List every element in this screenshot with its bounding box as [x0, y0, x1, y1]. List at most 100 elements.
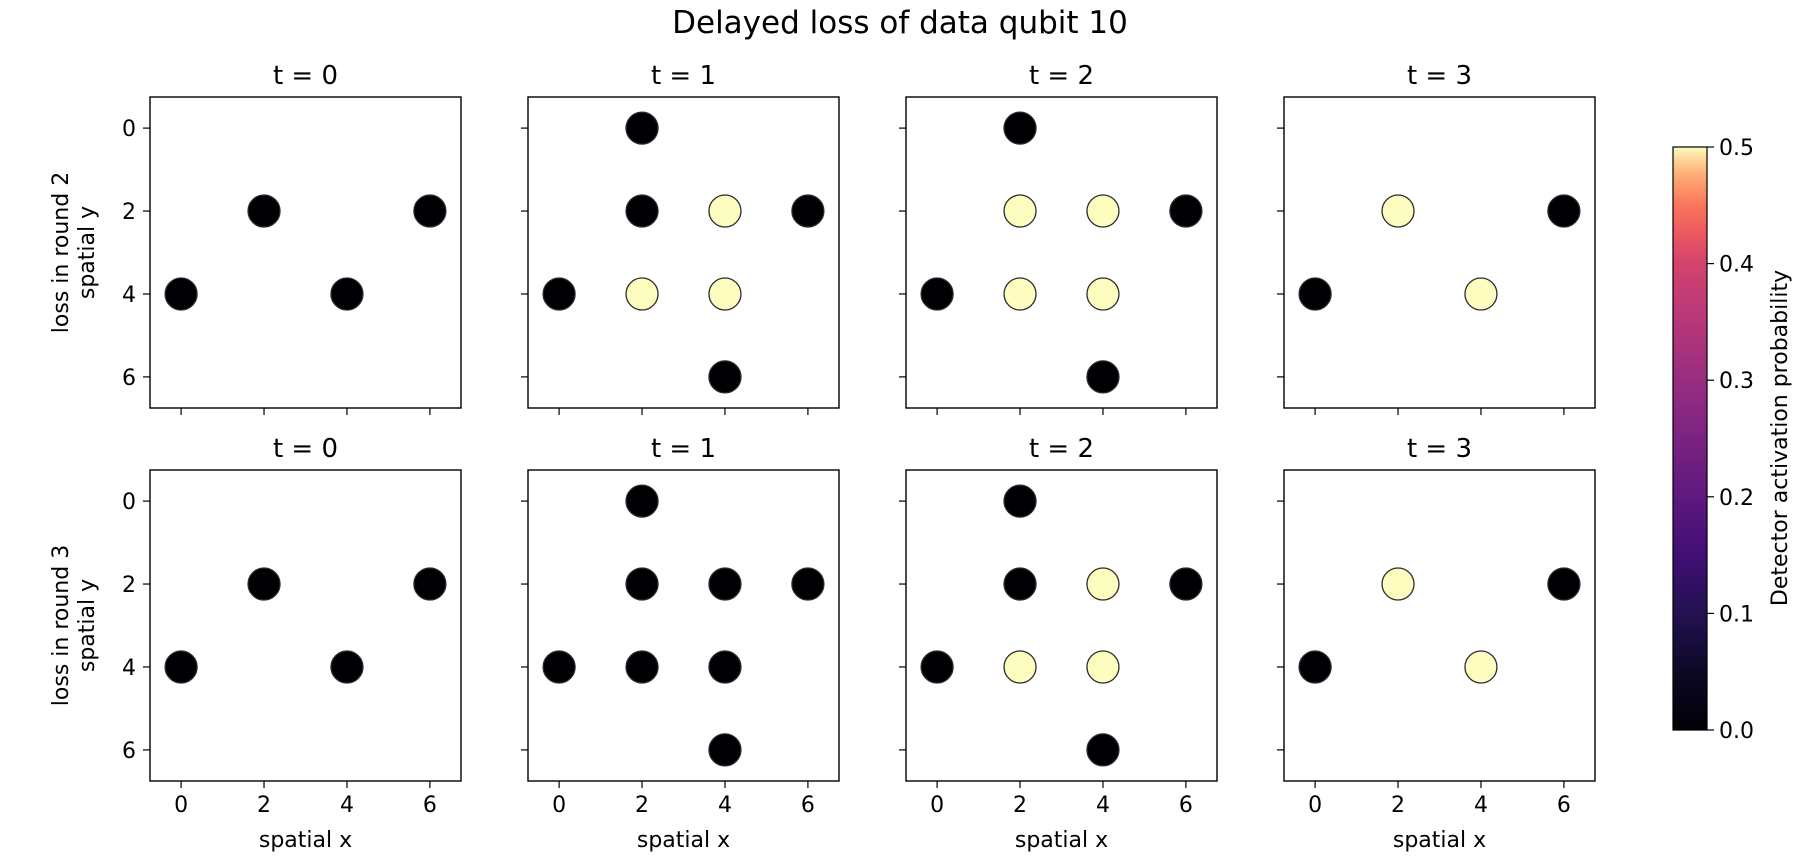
x-tick-label: 6 [1557, 793, 1571, 818]
axes-frame [149, 96, 462, 409]
detector-point [625, 277, 659, 311]
detector-point [1381, 567, 1415, 601]
detector-point [247, 567, 281, 601]
colorbar-tick-label: 0.0 [1719, 719, 1754, 744]
x-tick-label: 2 [257, 793, 271, 818]
x-tick-label: 0 [174, 793, 188, 818]
y-tick-label: 2 [122, 200, 136, 225]
panel-title: t = 3 [1407, 434, 1472, 464]
colorbar-tick-label: 0.3 [1719, 369, 1754, 394]
axes-frame [1283, 469, 1596, 782]
detector-point [542, 277, 576, 311]
detector-point [1086, 650, 1120, 684]
colorbar-label: Detector activation probability [1768, 270, 1793, 606]
detector-point [1547, 194, 1581, 228]
detector-point [1003, 277, 1037, 311]
panel-r0-c0: t = 0 0 2 4 6 loss in round 2 spatial y [49, 61, 462, 415]
detector-point [1003, 567, 1037, 601]
detector-point [791, 194, 825, 228]
x-axis-label: spatial x [1393, 828, 1486, 853]
y-axis-label-line1: loss in round 3 [49, 545, 74, 706]
panel-title: t = 0 [273, 434, 338, 464]
axes-frame [149, 469, 462, 782]
x-tick-label: 2 [635, 793, 649, 818]
x-axis-label: spatial x [1015, 828, 1108, 853]
axes-frame [1283, 96, 1596, 409]
detector-point [708, 733, 742, 767]
detector-point [1298, 650, 1332, 684]
detector-point [164, 277, 198, 311]
y-axis-label-line2: spatial y [75, 206, 100, 299]
detector-point [625, 111, 659, 145]
detector-point [625, 194, 659, 228]
detector-point [330, 277, 364, 311]
detector-point [413, 567, 447, 601]
colorbar-tick-label: 0.1 [1719, 602, 1754, 627]
figure-title: Delayed loss of data qubit 10 [672, 5, 1128, 41]
x-tick-label: 0 [1308, 793, 1322, 818]
x-tick-label: 6 [801, 793, 815, 818]
y-tick-label: 0 [122, 490, 136, 515]
detector-point [708, 277, 742, 311]
detector-point [1169, 567, 1203, 601]
panel-r1-c3: t = 3 0 2 4 6 spatial x [1277, 434, 1596, 853]
panel-r1-c2: t = 2 0 2 4 6 spatial x [899, 434, 1218, 853]
axes-frame [527, 96, 840, 409]
y-axis-label-line1: loss in round 2 [49, 172, 74, 333]
x-tick-label: 4 [1096, 793, 1110, 818]
detector-point [1086, 733, 1120, 767]
axes-frame [905, 469, 1218, 782]
detector-point [1169, 194, 1203, 228]
panel-r0-c3: t = 3 [1277, 61, 1596, 415]
colorbar-ticks: 0.0 0.1 0.2 0.3 0.4 0.5 [1707, 136, 1754, 744]
detector-point [708, 650, 742, 684]
colorbar: 0.0 0.1 0.2 0.3 0.4 0.5 Detector activation p… [1672, 136, 1793, 744]
colorbar-tick-label: 0.4 [1719, 253, 1754, 278]
detector-point [1086, 567, 1120, 601]
y-tick-label: 2 [122, 573, 136, 598]
detector-point [1464, 277, 1498, 311]
x-axis-label: spatial x [259, 828, 352, 853]
detector-point [542, 650, 576, 684]
colorbar-tick-label: 0.2 [1719, 486, 1754, 511]
detector-point [1086, 194, 1120, 228]
detector-point [920, 650, 954, 684]
x-tick-label: 6 [1179, 793, 1193, 818]
detector-point [708, 194, 742, 228]
detector-point [1086, 360, 1120, 394]
y-tick-label: 0 [122, 117, 136, 142]
y-tick-label: 4 [122, 283, 136, 308]
axes-frame [905, 96, 1218, 409]
detector-point [1086, 277, 1120, 311]
detector-point [1547, 567, 1581, 601]
detector-point [625, 567, 659, 601]
x-tick-label: 2 [1013, 793, 1027, 818]
detector-point [164, 650, 198, 684]
detector-point [330, 650, 364, 684]
y-tick-label: 6 [122, 739, 136, 764]
y-tick-label: 6 [122, 366, 136, 391]
panel-title: t = 0 [273, 61, 338, 91]
detector-point [1003, 484, 1037, 518]
x-tick-label: 0 [930, 793, 944, 818]
x-tick-label: 4 [1474, 793, 1488, 818]
panel-r1-c0: t = 0 0 2 4 6 0 2 4 6 spatial x loss in round 3 spa… [49, 434, 462, 853]
detector-point [1003, 194, 1037, 228]
detector-point [708, 360, 742, 394]
detector-point [1298, 277, 1332, 311]
panel-r1-c1: t = 1 0 2 4 6 spatial x [521, 434, 840, 853]
detector-point [708, 567, 742, 601]
detector-point [1003, 111, 1037, 145]
panel-title: t = 2 [1029, 61, 1094, 91]
detector-point [625, 650, 659, 684]
axes-frame [527, 469, 840, 782]
detector-point [247, 194, 281, 228]
x-tick-label: 4 [718, 793, 732, 818]
detector-point [1003, 650, 1037, 684]
x-tick-label: 0 [552, 793, 566, 818]
detector-point [920, 277, 954, 311]
x-axis-label: spatial x [637, 828, 730, 853]
detector-point [1381, 194, 1415, 228]
panel-r0-c2: t = 2 [899, 61, 1218, 415]
colorbar-tick-label: 0.5 [1719, 136, 1754, 161]
